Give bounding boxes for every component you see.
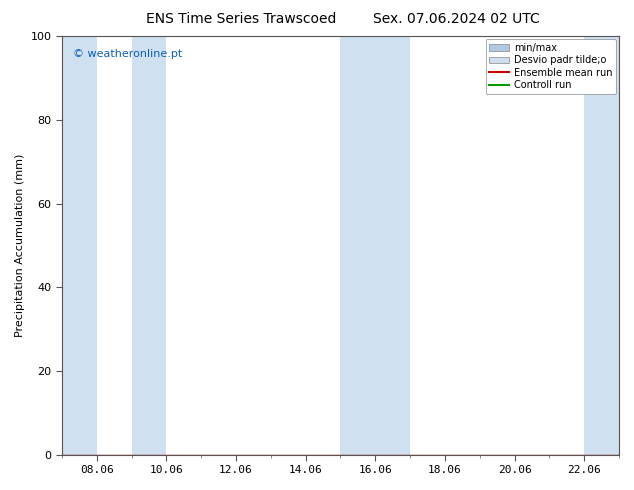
- Bar: [340, 36, 410, 455]
- Legend: min/max, Desvio padr tilde;o, Ensemble mean run, Controll run: min/max, Desvio padr tilde;o, Ensemble m…: [486, 39, 616, 94]
- Bar: [132, 36, 166, 455]
- Y-axis label: Precipitation Accumulation (mm): Precipitation Accumulation (mm): [15, 154, 25, 337]
- Bar: [584, 36, 619, 455]
- Text: © weatheronline.pt: © weatheronline.pt: [73, 49, 183, 59]
- Text: Sex. 07.06.2024 02 UTC: Sex. 07.06.2024 02 UTC: [373, 12, 540, 26]
- Text: ENS Time Series Trawscoed: ENS Time Series Trawscoed: [146, 12, 336, 26]
- Bar: [62, 36, 97, 455]
